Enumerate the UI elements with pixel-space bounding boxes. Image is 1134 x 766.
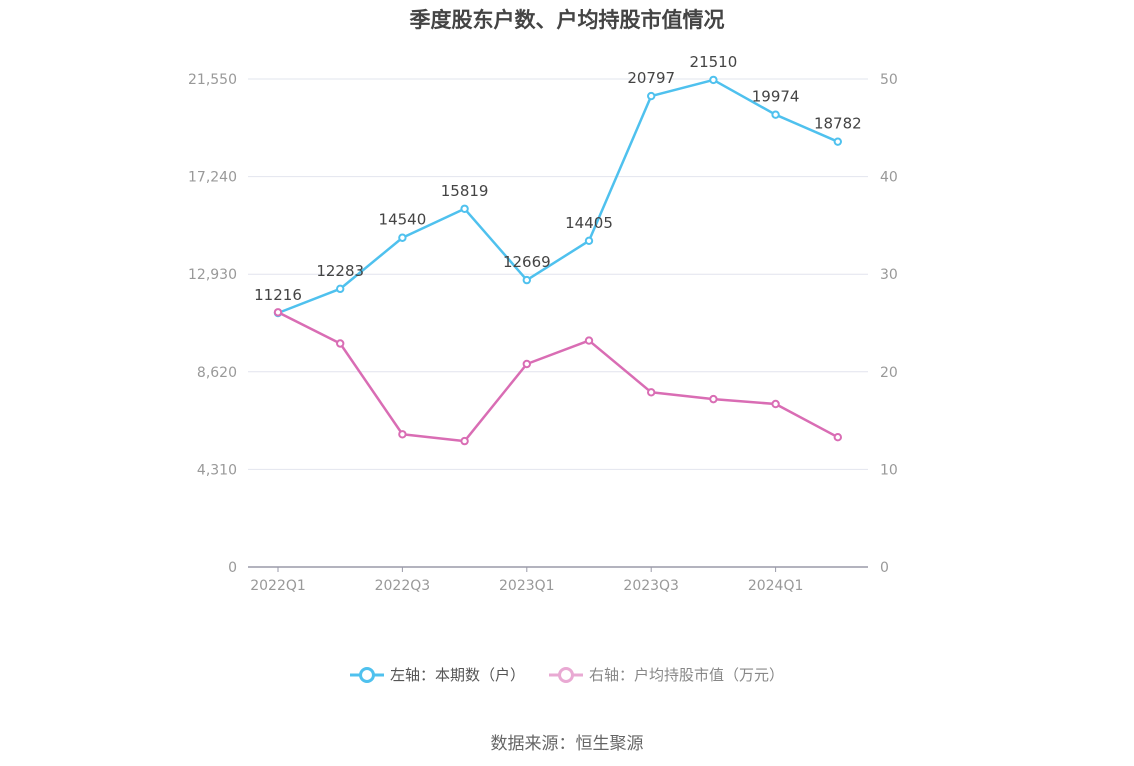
- series-line-right-axis: [277, 311, 839, 443]
- data-label: 11216: [254, 286, 302, 304]
- left-axis-tick-label: 12,930: [188, 267, 237, 283]
- legend-marker-pink-icon: [549, 666, 583, 683]
- source-note: 数据来源：恒生聚源: [490, 734, 644, 754]
- legend-item-right-axis[interactable]: 右轴：户均持股市值（万元）: [549, 664, 784, 685]
- data-point: [522, 275, 531, 285]
- legend-marker-blue-icon: [349, 666, 384, 683]
- data-label: 12283: [316, 262, 364, 280]
- data-point: [584, 236, 594, 245]
- x-axis-tick-label: 2023Q1: [499, 578, 555, 594]
- chart-title: 季度股东户数、户均持股市值情况: [409, 8, 725, 32]
- data-point: [771, 110, 780, 119]
- data-point: [460, 436, 469, 446]
- right-axis-tick-label: 30: [880, 267, 898, 283]
- data-point: [833, 432, 842, 442]
- legend: 左轴：本期数（户） 右轴：户均持股市值（万元）: [0, 664, 1134, 685]
- right-axis-tick-label: 10: [880, 462, 898, 478]
- data-point: [771, 399, 780, 409]
- data-point: [336, 284, 345, 294]
- x-axis-tick-label: 2022Q1: [250, 578, 306, 594]
- x-axis-tick-label: 2024Q1: [748, 578, 804, 594]
- left-axis-tick-label: 21,550: [188, 72, 237, 88]
- data-point: [336, 339, 345, 348]
- data-point: [647, 388, 656, 397]
- data-label: 19974: [752, 88, 800, 106]
- left-axis-tick-label: 0: [228, 560, 237, 576]
- data-point: [709, 75, 718, 85]
- legend-label-right-axis: 右轴：户均持股市值（万元）: [589, 666, 785, 684]
- data-point: [647, 91, 656, 101]
- legend-label-left-axis: 左轴：本期数（户）: [389, 666, 525, 684]
- data-point: [833, 137, 842, 146]
- right-axis-tick-label: 20: [880, 365, 898, 381]
- data-point: [398, 430, 407, 439]
- right-axis-tick-label: 40: [880, 170, 898, 186]
- data-point: [522, 359, 531, 369]
- data-label: 21510: [690, 53, 738, 71]
- data-label: 12669: [503, 253, 551, 271]
- data-point: [273, 308, 283, 317]
- x-axis-tick-label: 2023Q3: [623, 578, 679, 594]
- data-point: [709, 394, 718, 404]
- data-label: 15819: [441, 182, 489, 200]
- left-axis-tick-label: 8,620: [197, 365, 237, 381]
- data-label: 14540: [379, 211, 427, 229]
- x-axis-tick-label: 2022Q3: [375, 578, 431, 594]
- right-axis-tick-label: 50: [880, 72, 898, 88]
- legend-item-left-axis[interactable]: 左轴：本期数（户）: [349, 664, 525, 685]
- left-axis-tick-label: 17,240: [188, 170, 237, 186]
- data-label: 20797: [627, 69, 675, 87]
- data-point: [460, 204, 469, 213]
- left-axis-tick-label: 4,310: [197, 462, 237, 478]
- right-axis-tick-label: 0: [880, 560, 889, 576]
- data-point: [584, 336, 594, 345]
- series-line-left-axis: [277, 78, 839, 315]
- data-point: [398, 233, 407, 242]
- data-label: 18782: [814, 115, 862, 133]
- data-label: 14405: [565, 214, 613, 232]
